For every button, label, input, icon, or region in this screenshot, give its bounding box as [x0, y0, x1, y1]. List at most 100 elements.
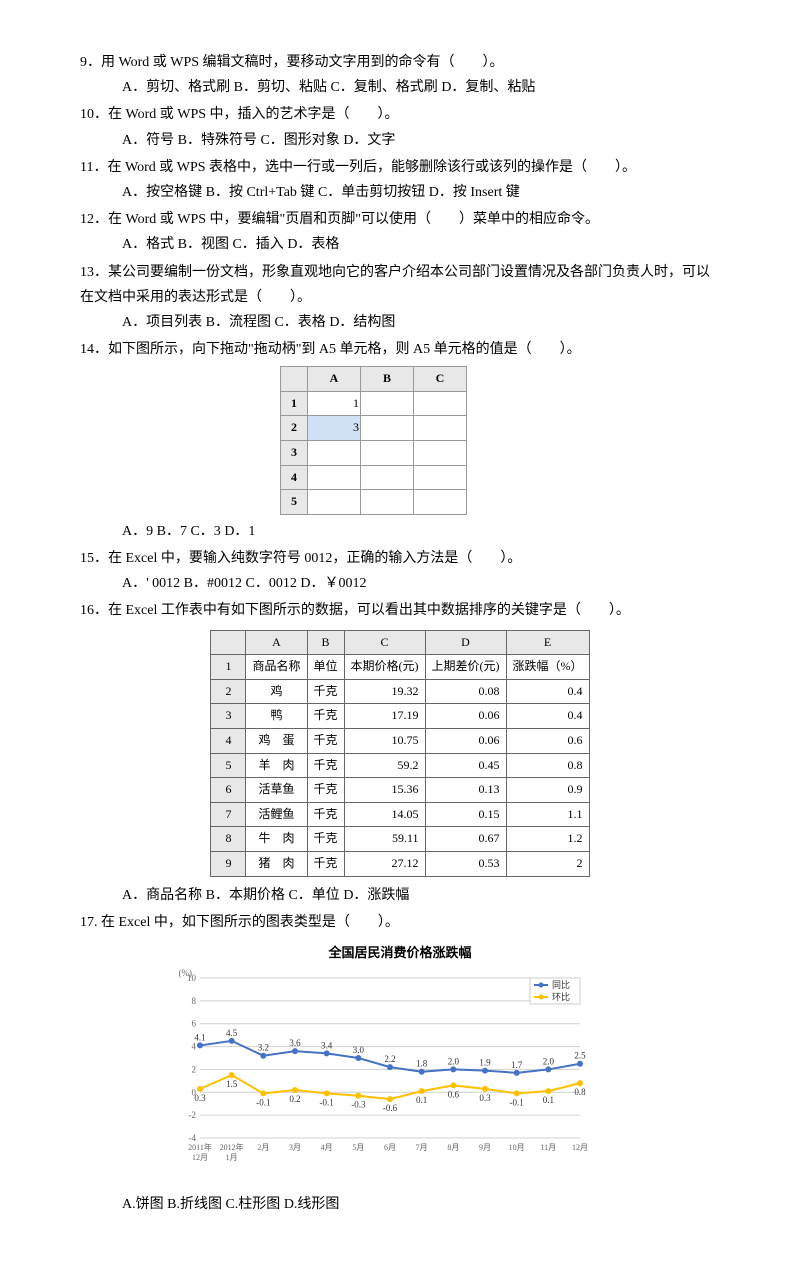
svg-text:10月: 10月: [509, 1143, 525, 1152]
svg-text:7月: 7月: [416, 1143, 428, 1152]
svg-text:4月: 4月: [321, 1143, 333, 1152]
q12-opt-c: C．插入: [232, 232, 283, 257]
svg-text:1月: 1月: [226, 1153, 238, 1162]
svg-text:-0.1: -0.1: [510, 1098, 524, 1108]
cell-a1: 1: [308, 391, 361, 416]
line-chart: -4-20246810(%)2011年12月2012年1月2月3月4月5月6月7…: [170, 968, 630, 1186]
q11-text: 11．在 Word 或 WPS 表格中，选中一行或一列后，能够删除该行或该列的操…: [80, 155, 720, 180]
svg-text:2.0: 2.0: [448, 1057, 460, 1067]
svg-text:0.1: 0.1: [543, 1095, 554, 1105]
q10-opt-c: C．图形对象: [260, 128, 339, 153]
question-16: 16．在 Excel 工作表中有如下图所示的数据，可以看出其中数据排序的关键字是…: [80, 598, 720, 907]
q9-opt-c: C．复制、格式刷: [330, 75, 437, 100]
q13-opt-a: A．项目列表: [122, 310, 202, 335]
svg-text:3.0: 3.0: [353, 1045, 365, 1055]
q14-text: 14．如下图所示，向下拖动"拖动柄"到 A5 单元格，则 A5 单元格的值是（ …: [80, 337, 720, 362]
svg-text:1.8: 1.8: [416, 1059, 428, 1069]
svg-text:6月: 6月: [384, 1143, 396, 1152]
question-13: 13．某公司要编制一份文档，形象直观地向它的客户介绍本公司部门设置情况及各部门负…: [80, 260, 720, 336]
q15-opt-d: D．￥0012: [300, 571, 366, 596]
q10-opt-d: D．文字: [343, 128, 395, 153]
cell-a2: 3: [308, 416, 361, 441]
chart-title: 全国居民消费价格涨跌幅: [170, 941, 630, 964]
q10-opt-a: A．符号: [122, 128, 174, 153]
svg-text:2012年: 2012年: [220, 1142, 244, 1152]
q11-opt-c: C．单击剪切按钮: [318, 180, 425, 205]
q17-opt-d: D.线形图: [284, 1192, 340, 1217]
svg-text:0.3: 0.3: [479, 1093, 491, 1103]
svg-text:4.5: 4.5: [226, 1028, 238, 1038]
svg-text:0.2: 0.2: [289, 1094, 300, 1104]
svg-text:2011年: 2011年: [188, 1142, 212, 1152]
svg-text:9月: 9月: [479, 1143, 491, 1152]
svg-text:0.3: 0.3: [194, 1093, 206, 1103]
svg-text:(%): (%): [179, 968, 193, 978]
svg-text:0.1: 0.1: [416, 1095, 427, 1105]
svg-text:12月: 12月: [572, 1143, 588, 1152]
svg-text:2.2: 2.2: [384, 1054, 395, 1064]
svg-text:0.8: 0.8: [574, 1087, 586, 1097]
q12-opt-b: B．视图: [178, 232, 229, 257]
q14-spreadsheet: ABC 11 23 3 4 5: [280, 366, 467, 515]
question-14: 14．如下图所示，向下拖动"拖动柄"到 A5 单元格，则 A5 单元格的值是（ …: [80, 337, 720, 544]
svg-text:2.0: 2.0: [543, 1057, 555, 1067]
svg-text:4: 4: [192, 1042, 197, 1052]
q16-opt-a: A．商品名称: [122, 883, 202, 908]
q17-opt-a: A.饼图: [122, 1192, 164, 1217]
q16-opt-c: C．单位: [288, 883, 339, 908]
q9-opt-b: B．剪切、粘贴: [234, 75, 327, 100]
q13-opt-c: C．表格: [274, 310, 325, 335]
q12-text: 12．在 Word 或 WPS 中，要编辑"页眉和页脚"可以使用（ ）菜单中的相…: [80, 207, 720, 232]
q17-opt-b: B.折线图: [167, 1192, 222, 1217]
q14-opt-a: A．9: [122, 519, 153, 544]
q14-opt-b: B．7: [157, 519, 187, 544]
q16-opt-d: D．涨跌幅: [343, 883, 409, 908]
q13-opt-d: D．结构图: [329, 310, 395, 335]
svg-text:-4: -4: [189, 1133, 197, 1143]
q16-text: 16．在 Excel 工作表中有如下图所示的数据，可以看出其中数据排序的关键字是…: [80, 598, 720, 623]
q11-opt-d: D．按 Insert 键: [429, 180, 520, 205]
q9-text: 9．用 Word 或 WPS 编辑文稿时，要移动文字用到的命令有（ ）。: [80, 50, 720, 75]
svg-text:5月: 5月: [352, 1143, 364, 1152]
q15-text: 15．在 Excel 中，要输入纯数字符号 0012，正确的输入方法是（ ）。: [80, 546, 720, 571]
svg-text:2: 2: [192, 1065, 197, 1075]
svg-text:11月: 11月: [540, 1143, 556, 1152]
svg-text:3.2: 3.2: [258, 1043, 269, 1053]
q13-text: 13．某公司要编制一份文档，形象直观地向它的客户介绍本公司部门设置情况及各部门负…: [80, 260, 720, 310]
svg-text:3月: 3月: [289, 1143, 301, 1152]
svg-text:2.5: 2.5: [574, 1051, 586, 1061]
q13-opt-b: B．流程图: [206, 310, 271, 335]
q16-opt-b: B．本期价格: [206, 883, 285, 908]
svg-text:-0.1: -0.1: [320, 1098, 334, 1108]
q17-opt-c: C.柱形图: [225, 1192, 280, 1217]
svg-text:4.1: 4.1: [194, 1033, 205, 1043]
q15-opt-c: C．0012: [245, 571, 296, 596]
q12-opt-d: D．表格: [287, 232, 339, 257]
svg-text:3.4: 3.4: [321, 1041, 333, 1051]
q11-opt-a: A．按空格键: [122, 180, 202, 205]
q17-chart: 全国居民消费价格涨跌幅 -4-20246810(%)2011年12月2012年1…: [170, 941, 630, 1186]
q15-opt-a: A．' 0012: [122, 571, 180, 596]
svg-text:8: 8: [192, 996, 197, 1006]
svg-text:-2: -2: [189, 1110, 197, 1120]
question-10: 10．在 Word 或 WPS 中，插入的艺术字是（ ）。 A．符号 B．特殊符…: [80, 102, 720, 152]
q11-opt-b: B．按 Ctrl+Tab 键: [206, 180, 315, 205]
svg-text:8月: 8月: [447, 1143, 459, 1152]
svg-text:环比: 环比: [552, 991, 570, 1002]
q17-text: 17. 在 Excel 中，如下图所示的图表类型是（ ）。: [80, 910, 720, 935]
q10-opt-b: B．特殊符号: [178, 128, 257, 153]
q10-text: 10．在 Word 或 WPS 中，插入的艺术字是（ ）。: [80, 102, 720, 127]
svg-text:-0.3: -0.3: [351, 1100, 366, 1110]
svg-text:1.5: 1.5: [226, 1079, 238, 1089]
svg-text:6: 6: [192, 1019, 197, 1029]
svg-text:1.7: 1.7: [511, 1060, 523, 1070]
q9-opt-a: A．剪切、格式刷: [122, 75, 230, 100]
svg-text:-0.1: -0.1: [256, 1098, 270, 1108]
svg-text:同比: 同比: [552, 979, 570, 990]
q15-opt-b: B．#0012: [184, 571, 242, 596]
svg-text:3.6: 3.6: [289, 1038, 301, 1048]
q9-opt-d: D．复制、粘贴: [441, 75, 535, 100]
question-17: 17. 在 Excel 中，如下图所示的图表类型是（ ）。 全国居民消费价格涨跌…: [80, 910, 720, 1218]
q12-opt-a: A．格式: [122, 232, 174, 257]
svg-text:2月: 2月: [257, 1143, 269, 1152]
